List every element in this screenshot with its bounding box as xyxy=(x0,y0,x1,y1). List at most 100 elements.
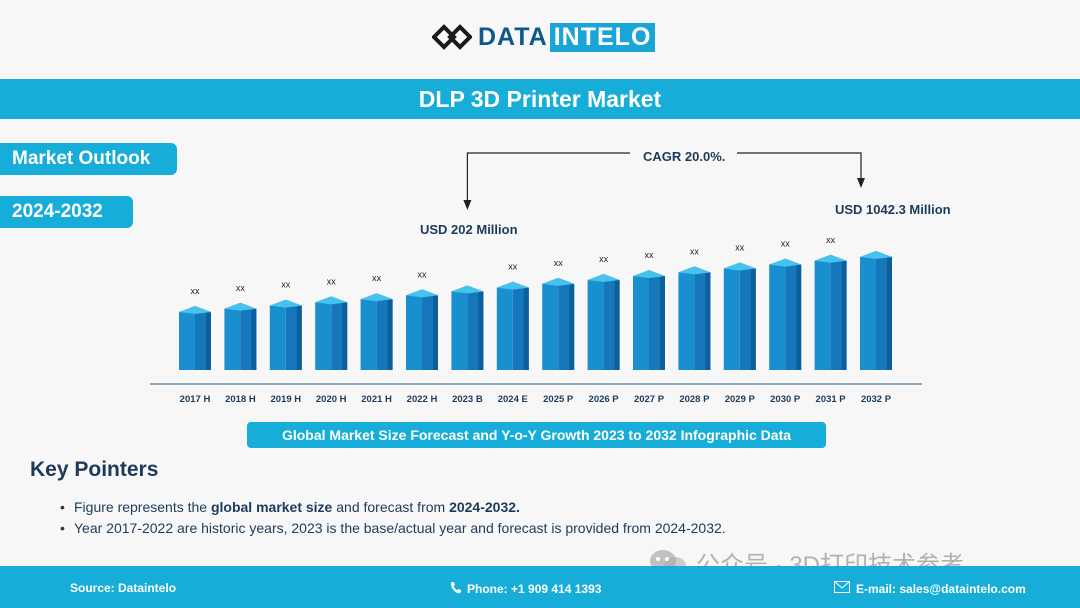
email-text: E-mail: sales@dataintelo.com xyxy=(856,581,1026,596)
bar-side xyxy=(296,304,302,370)
market-outlook-label: Market Outlook xyxy=(0,143,177,175)
bar-face-left xyxy=(769,258,786,370)
x-tick-label: 2026 P xyxy=(589,394,620,405)
bar-2018-h xyxy=(224,302,257,370)
footer-phone[interactable]: Phone: +1 909 414 1393 xyxy=(450,581,601,597)
bar-top xyxy=(179,306,211,314)
bar-top xyxy=(360,293,393,302)
x-tick-label: 2031 P xyxy=(816,394,847,405)
arrowhead-right xyxy=(857,178,865,188)
x-tick-label: 2028 P xyxy=(679,394,710,405)
x-tick-label: 2024 E xyxy=(498,394,528,405)
bar-side xyxy=(387,298,393,370)
bar-top xyxy=(587,274,620,282)
phone-icon xyxy=(450,581,461,597)
x-tick-label: 2025 P xyxy=(543,394,574,405)
bar-2022-h xyxy=(406,289,438,370)
bar-top xyxy=(269,299,302,308)
bar-top xyxy=(224,302,257,311)
bar-side xyxy=(478,290,484,370)
x-tick-label: 2017 H xyxy=(180,394,211,405)
bar-face-left xyxy=(269,299,286,370)
value-label: xx xyxy=(781,239,791,249)
bar-top xyxy=(860,250,892,259)
value-label: xx xyxy=(418,269,428,279)
footer-source: Source: Dataintelo xyxy=(70,581,177,595)
x-tick-label: 2020 H xyxy=(316,394,347,405)
footer-email[interactable]: E-mail: sales@dataintelo.com xyxy=(834,581,1026,596)
bar-side xyxy=(614,279,620,370)
bar-side xyxy=(569,282,575,370)
start-value-label: USD 202 Million xyxy=(420,222,518,237)
x-tick-label: 2032 P xyxy=(861,394,892,405)
bar-2027-p xyxy=(633,270,665,370)
value-label: xx xyxy=(327,276,337,286)
x-tick-label: 2019 H xyxy=(270,394,301,405)
pointer-text: and forecast from xyxy=(332,499,450,515)
bar-side xyxy=(750,267,756,370)
footer: Source: Dataintelo Phone: +1 909 414 139… xyxy=(0,566,1080,608)
bar-side xyxy=(433,294,438,370)
bar-top xyxy=(633,270,665,279)
list-item: Figure represents the global market size… xyxy=(60,497,726,518)
bar-face-left xyxy=(633,270,649,370)
logo-text-intelo: INTELO xyxy=(549,22,656,52)
x-tick-label: 2027 P xyxy=(634,394,665,405)
bar-2028-p xyxy=(678,266,711,370)
bar-2021-h xyxy=(360,293,393,370)
x-tick-label: 2023 B xyxy=(452,394,483,405)
pointer-bold: global market size xyxy=(210,499,333,515)
bar-top xyxy=(542,277,575,286)
bar-chart: xx xx xx xx xx xx xx xx xx xx xx xx xx xx 2017 H 2018 … xyxy=(150,152,922,405)
bar-face-left xyxy=(542,277,559,370)
bar-top xyxy=(678,266,711,275)
title-banner: DLP 3D Printer Market xyxy=(0,79,1080,119)
value-label: xx xyxy=(599,254,609,264)
bar-face-left xyxy=(315,296,332,370)
mail-icon xyxy=(834,581,850,596)
bar-top xyxy=(406,289,438,298)
bar-face-left xyxy=(587,274,604,370)
bar-top xyxy=(496,281,529,290)
bar-2025-p xyxy=(542,277,575,370)
x-tick-label: 2021 H xyxy=(361,394,392,405)
pointer-text: Figure represents the xyxy=(74,499,211,515)
value-label: xx xyxy=(508,262,518,272)
cagr-arrow-right xyxy=(737,152,862,180)
bar-2029-p xyxy=(723,262,756,370)
bar-face-left xyxy=(406,289,422,370)
value-label: xx xyxy=(690,246,700,256)
cagr-arrows xyxy=(463,152,865,210)
key-pointers-list: Figure represents the global market size… xyxy=(60,497,726,539)
bar-2019-h xyxy=(269,299,302,370)
bar-side xyxy=(796,263,802,370)
bar-2020-h xyxy=(315,296,348,370)
bar-2023-b xyxy=(451,285,484,370)
x-tick-label: 2018 H xyxy=(225,394,256,405)
period-label: 2024-2032 xyxy=(0,196,133,228)
bar-side xyxy=(660,275,665,370)
chart-caption: Global Market Size Forecast and Y-o-Y Gr… xyxy=(247,422,826,448)
value-label: xx xyxy=(372,273,382,283)
bar-side xyxy=(523,286,529,370)
logo-icon xyxy=(431,23,473,51)
phone-text: Phone: +1 909 414 1393 xyxy=(467,582,602,596)
x-tick-label: 2022 H xyxy=(407,394,438,405)
value-label: xx xyxy=(191,286,201,296)
bar-2030-p xyxy=(769,258,802,370)
bar-face-left xyxy=(224,302,241,370)
bar-2024-e xyxy=(496,281,529,370)
bar-side xyxy=(251,307,257,370)
page-title: DLP 3D Printer Market xyxy=(418,85,662,112)
bar-face-left xyxy=(179,306,195,370)
pointer-bold: 2024-2032. xyxy=(449,499,520,515)
bar-side xyxy=(841,259,847,370)
bar-face-left xyxy=(496,281,513,370)
bar-face-left xyxy=(814,254,831,370)
bar-side xyxy=(705,271,711,370)
key-pointers-heading: Key Pointers xyxy=(30,458,159,481)
bar-top xyxy=(814,254,847,263)
value-label: xx xyxy=(826,235,836,245)
bar-side xyxy=(887,255,892,370)
value-label: xx xyxy=(735,242,745,252)
